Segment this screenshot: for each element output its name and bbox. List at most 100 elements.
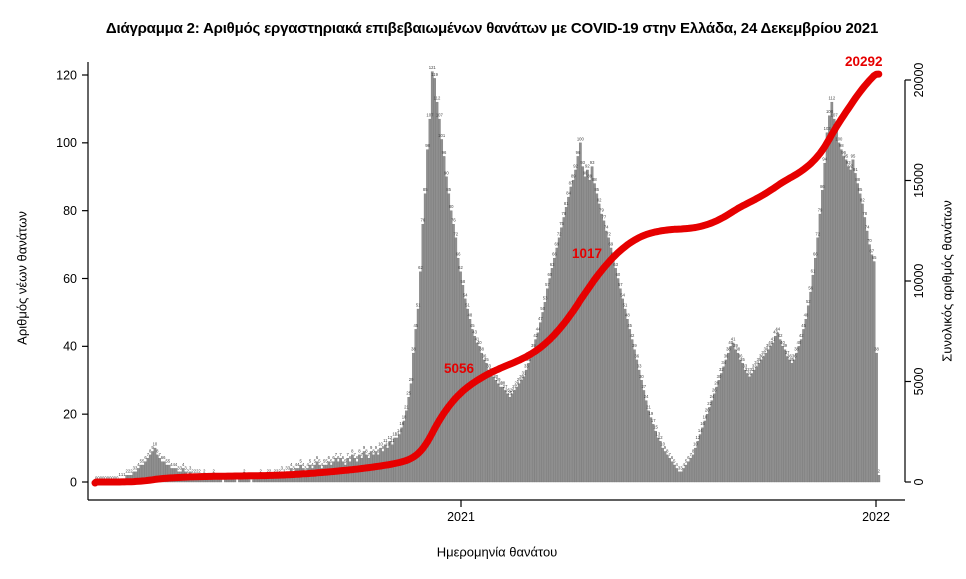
- bar-label: 8: [351, 448, 354, 453]
- bar-label: 2: [203, 469, 206, 474]
- bar: [428, 118, 432, 483]
- bar: [858, 193, 862, 483]
- right-axis-tick-label: 5000: [912, 368, 926, 396]
- bar: [508, 397, 512, 483]
- bar-label: 100: [835, 136, 843, 141]
- bar-label: 47: [538, 316, 543, 321]
- bar-label: 8: [365, 448, 368, 453]
- bar-label: 28: [500, 381, 505, 386]
- bar-label: 0: [95, 476, 98, 481]
- bar-label: 14: [397, 428, 402, 433]
- bar: [515, 386, 519, 483]
- bar-label: 35: [740, 357, 745, 362]
- bar-label: 5: [673, 459, 676, 464]
- bar-label: 7: [368, 452, 371, 457]
- bar: [675, 468, 679, 483]
- bar: [640, 380, 643, 483]
- bar: [832, 118, 836, 483]
- bar-label: 2: [878, 469, 881, 474]
- bar: [715, 386, 719, 483]
- bar-label: 4: [175, 462, 178, 467]
- bar-label: 34: [754, 360, 759, 365]
- bar-label: 93: [580, 160, 585, 165]
- bar: [830, 101, 834, 483]
- bar-label: 3: [304, 465, 307, 470]
- bar: [651, 424, 655, 483]
- bar-label: 32: [750, 367, 755, 372]
- bar-label: 3: [678, 465, 681, 470]
- bar-label: 38: [479, 347, 484, 352]
- bar: [402, 420, 406, 483]
- bar-label: 42: [630, 333, 635, 338]
- bar: [790, 363, 794, 483]
- bar-label: 8: [358, 448, 361, 453]
- bar-label: 2: [130, 469, 133, 474]
- bar-label: 95: [844, 153, 849, 158]
- bar: [846, 166, 850, 483]
- bar: [757, 363, 761, 483]
- bar-label: 2: [196, 469, 199, 474]
- bar: [447, 193, 451, 483]
- bar-label: 4: [137, 462, 140, 467]
- bar-label: 27: [641, 384, 646, 389]
- bar: [731, 342, 735, 483]
- bar-label: 1: [119, 472, 122, 477]
- bar-label: 2: [213, 469, 216, 474]
- bar-label: 5: [140, 459, 143, 464]
- bar-label: 3: [135, 465, 138, 470]
- bar-label: 30: [519, 374, 524, 379]
- bar: [496, 383, 500, 483]
- bar: [271, 478, 274, 483]
- bar-label: 121: [429, 65, 437, 70]
- bar-label: 36: [724, 353, 729, 358]
- bar-label: 98: [425, 143, 430, 148]
- bar: [691, 454, 695, 483]
- bar-label: 25: [406, 391, 411, 396]
- bar-label: 90: [583, 170, 588, 175]
- bar-label: 74: [604, 225, 609, 230]
- bar: [799, 339, 803, 483]
- bar-label: 85: [446, 187, 451, 192]
- bar: [412, 352, 415, 483]
- bar-label: 3: [285, 465, 288, 470]
- bar-label: 54: [463, 292, 468, 297]
- bar-label: 26: [510, 387, 515, 392]
- bar-label: 9: [375, 445, 378, 450]
- bar-label: 45: [627, 323, 632, 328]
- bar: [527, 363, 530, 483]
- bar-label: 57: [545, 282, 550, 287]
- bar-label: 19: [649, 411, 654, 416]
- bar-label: 28: [714, 381, 719, 386]
- bar: [776, 332, 780, 483]
- bar: [701, 427, 704, 483]
- bar-label: 2: [126, 469, 129, 474]
- bar: [863, 217, 867, 483]
- bar-label: 6: [337, 455, 340, 460]
- bar-label: 33: [637, 364, 642, 369]
- bar: [593, 183, 596, 483]
- bar: [494, 380, 498, 483]
- bar: [670, 461, 674, 483]
- bar-label: 87: [569, 180, 574, 185]
- bar: [762, 356, 766, 483]
- bar: [759, 359, 763, 483]
- bar-label: 93: [846, 160, 851, 165]
- bar-label: 54: [620, 292, 625, 297]
- left-axis-tick-label: 20: [63, 407, 77, 421]
- bar-label: 0: [107, 476, 110, 481]
- bar: [560, 227, 563, 483]
- bar-label: 36: [759, 353, 764, 358]
- bar-label: 60: [616, 272, 621, 277]
- bar: [426, 149, 429, 483]
- bar: [501, 386, 505, 483]
- bar-label: 36: [482, 353, 487, 358]
- bar: [454, 237, 458, 483]
- bar-label: 80: [449, 204, 454, 209]
- bar: [710, 400, 714, 483]
- bar-label: 40: [728, 340, 733, 345]
- bar: [468, 319, 472, 483]
- bar-label: 2: [128, 469, 131, 474]
- bar-label: 107: [426, 113, 434, 118]
- bar-label: 3: [680, 465, 683, 470]
- bar: [557, 237, 561, 483]
